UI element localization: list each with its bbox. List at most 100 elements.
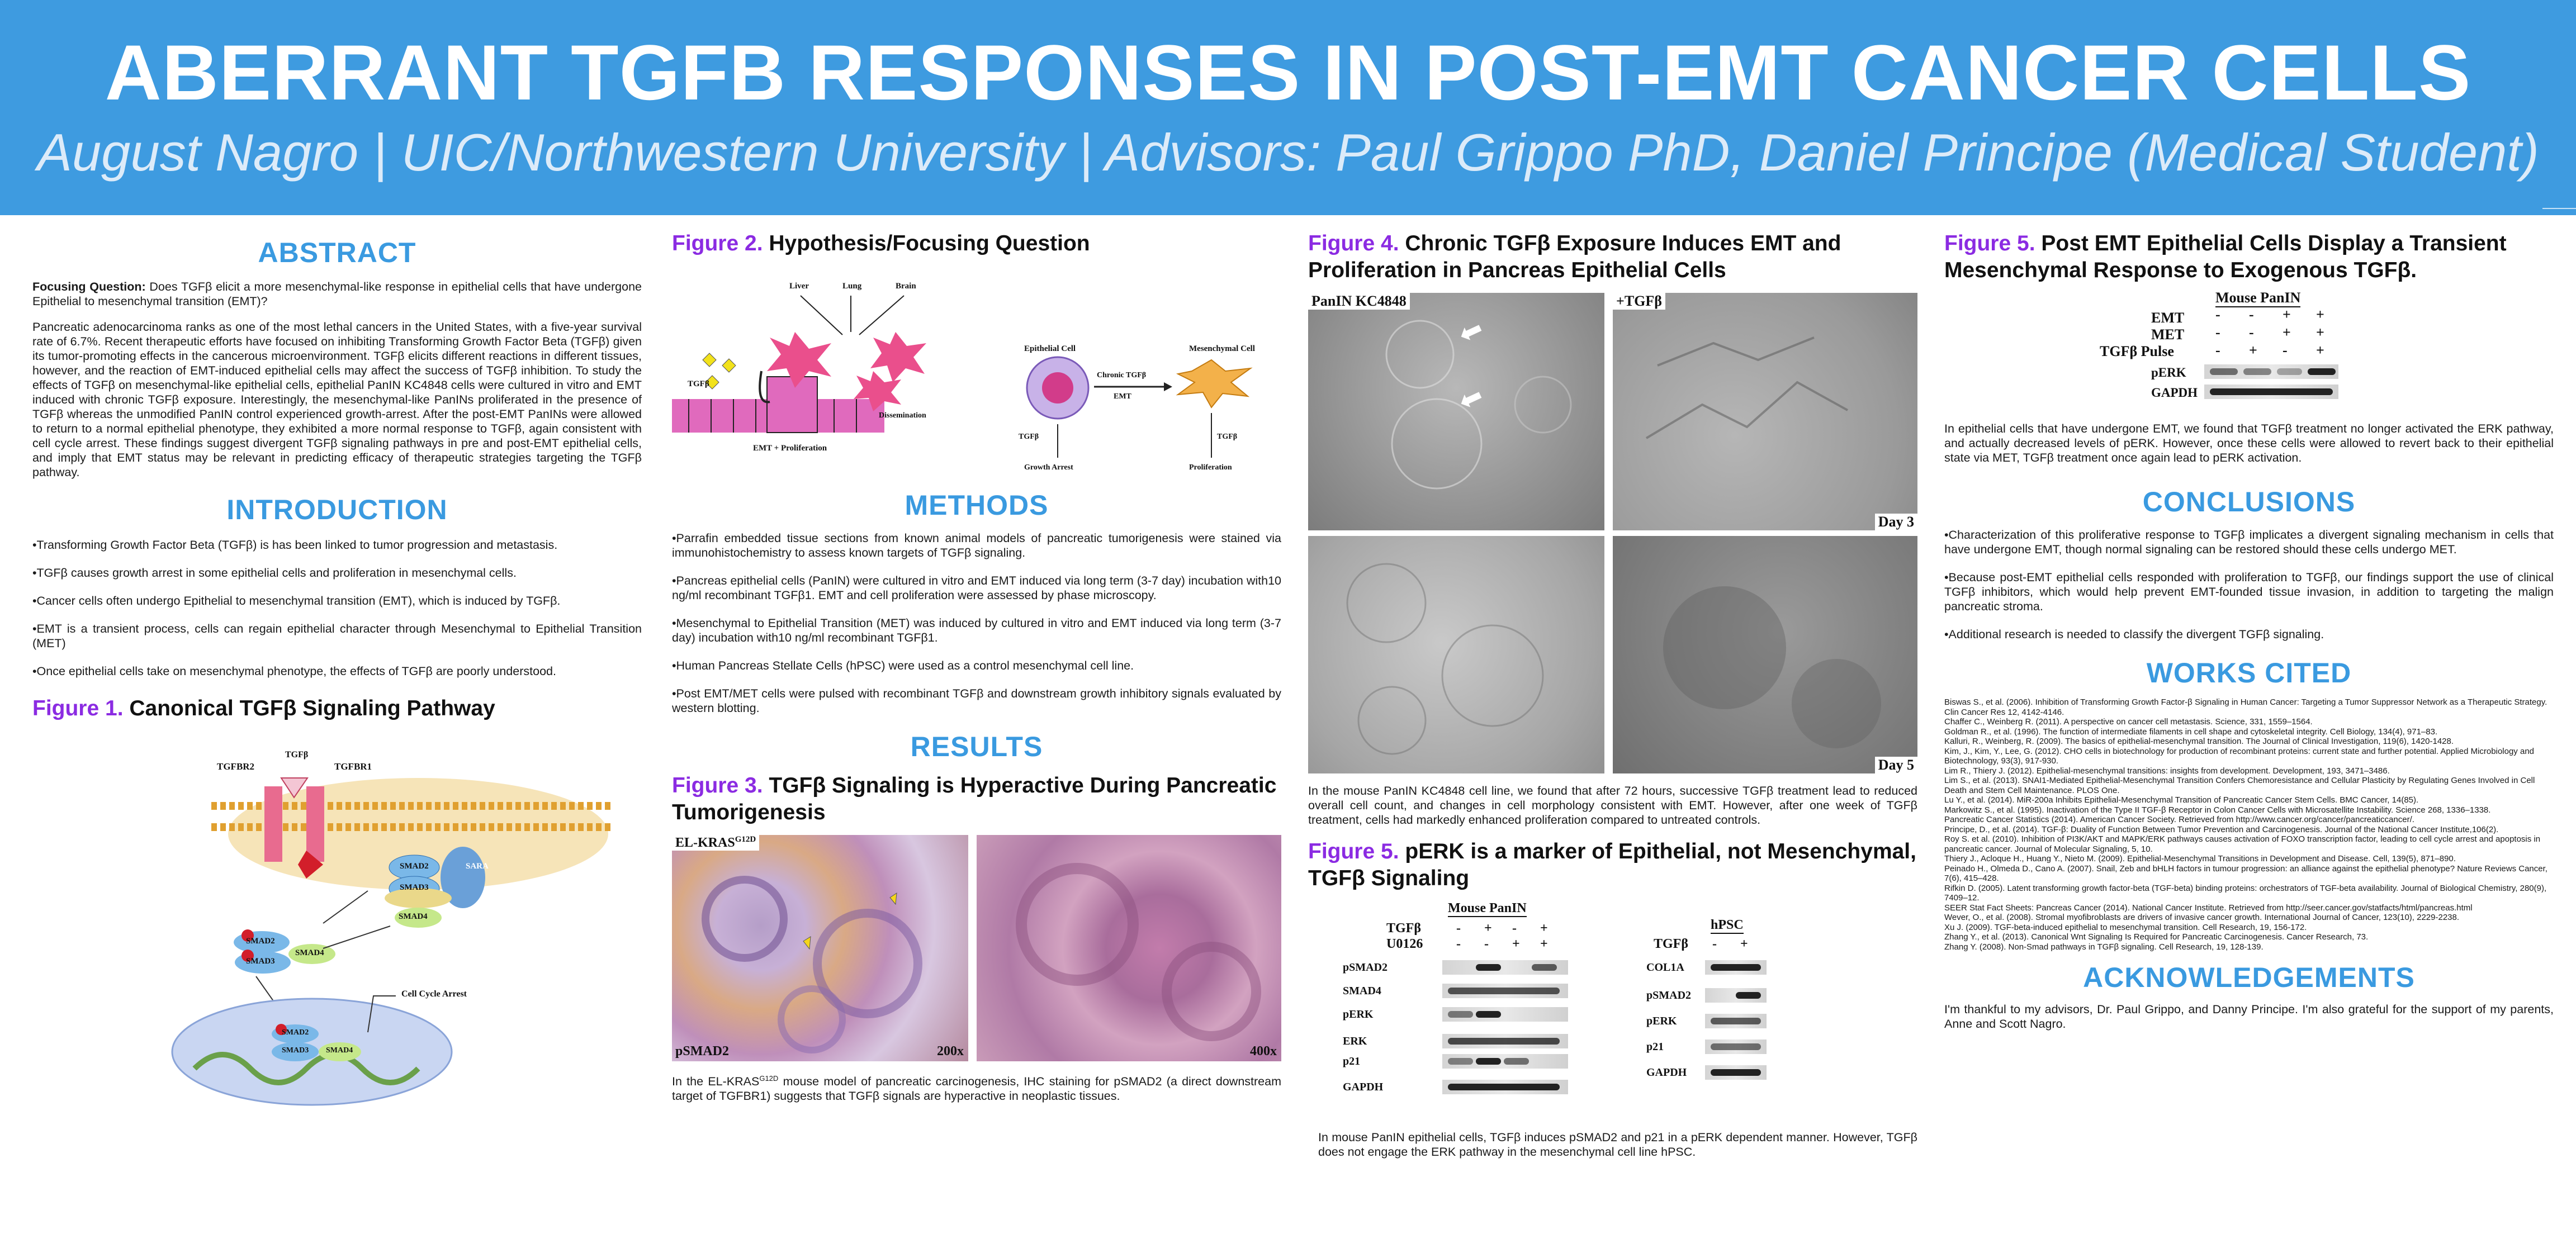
epithelium-cells [688, 399, 857, 433]
references-list: Biswas S., et al. (2006). Inhibition of … [1944, 697, 2554, 952]
reference-item: Pancreatic Cancer Statistics (2014). Ame… [1944, 815, 2414, 824]
column-1: ABSTRACT Focusing Question: Does TGFβ el… [32, 229, 642, 1224]
results-heading: RESULTS [910, 731, 1043, 762]
tgfb-day5-image: Day 5 [1613, 536, 1917, 773]
blot-gapdh [1442, 1080, 1568, 1094]
figure5b-caption: In epithelial cells that have undergone … [1944, 422, 2554, 464]
smad3-nucleus-label: SMAD3 [282, 1046, 309, 1055]
phospho-dot [242, 950, 254, 962]
arrow-brain [859, 295, 905, 335]
conclusion-bullet: •Because post-EMT epithelial cells respo… [1944, 571, 2554, 613]
figure3-title: Figure 3. TGFβ Signaling is Hyperactive … [672, 772, 1281, 826]
intro-bullet: •Cancer cells often undergo Epithelial t… [32, 594, 561, 607]
model-label-text: EL-KRAS [675, 836, 735, 850]
figure3-images: EL-KRASG12D pSMAD2 200x 400x [672, 835, 1281, 1061]
intro-bullet: •TGFβ causes growth arrest in some epith… [32, 566, 517, 580]
sign: - [2215, 342, 2220, 358]
figure4-label: Figure 4. [1308, 231, 1399, 255]
cells-texture [1663, 586, 1881, 748]
blot-p21 [1442, 1054, 1568, 1069]
tgfb-arrow [759, 371, 770, 404]
smad4-label: SMAD4 [399, 912, 428, 921]
row-label: ERK [1343, 1035, 1367, 1047]
ihc-200x-texture [702, 876, 922, 1053]
methods-heading: METHODS [905, 490, 1049, 521]
figure5a-caption: In mouse PanIN epithelial cells, TGFβ in… [1318, 1131, 1917, 1159]
figure5a-title-text: pERK is a marker of Epithelial, not Mese… [1308, 839, 1916, 890]
sign: - [1712, 937, 1717, 951]
smad3-free-label: SMAD3 [246, 957, 275, 966]
reference-item: Wever, O., et al. (2008). Stromal myofib… [1944, 913, 2460, 922]
row-label: p21 [1343, 1055, 1361, 1067]
tgfbr1-label: TGFBR1 [334, 761, 372, 772]
works-cited-heading: WORKS CITED [2146, 657, 2352, 689]
methods-bullet: •Human Pancreas Stellate Cells (hPSC) we… [672, 659, 1134, 672]
poster-subtitle: August Nagro | UIC/Northwestern Universi… [37, 123, 2539, 182]
abstract-body: Pancreatic adenocarcinoma ranks as one o… [32, 320, 642, 479]
arrow-1 [323, 890, 368, 924]
smad4-free [288, 944, 335, 964]
epithelial-nucleus [1042, 372, 1073, 404]
stain-label: pSMAD2 [675, 1044, 730, 1059]
blot-hpsc-p21 [1705, 1040, 1767, 1054]
smad4-outer [395, 908, 442, 928]
figure2-label: Figure 2. [672, 231, 763, 255]
blot-5b-perk [2204, 364, 2338, 379]
reference-item: Roy S. et al. (2010). Inhibition of PI3K… [1944, 834, 2541, 854]
sign: - [1456, 937, 1461, 951]
tgfbr2-receptor [264, 786, 282, 862]
reference-item: Thiery J., Acloque H., Huang Y., Nieto M… [1944, 854, 2456, 863]
met-treatment-label: MET [2151, 326, 2185, 343]
row-label: pERK [2151, 366, 2186, 379]
ihc-400x-image: 400x [977, 835, 1281, 1061]
methods-bullet: •Post EMT/MET cells were pulsed with rec… [672, 687, 1281, 715]
ihc-200x-image: EL-KRASG12D pSMAD2 200x [672, 835, 968, 1061]
figure4-title: Figure 4. Chronic TGFβ Exposure Induces … [1308, 230, 1917, 284]
figure4-caption: In the mouse PanIN KC4848 cell line, we … [1308, 784, 1917, 827]
phospho-dot [276, 1024, 287, 1035]
hpsc-tgfb-label: TGFβ [1654, 937, 1688, 951]
chronic-tgfb-label: Chronic TGFβ [1097, 371, 1147, 379]
caption-sup: G12D [759, 1074, 779, 1083]
reference-item: Peinado H., Olmeda D., Cano A. (2007). S… [1944, 863, 2547, 884]
sign: + [1740, 937, 1748, 951]
sign: - [1456, 921, 1461, 936]
methods-bullet: •Mesenchymal to Epithelial Transition (M… [672, 616, 1281, 644]
mesenchymal-cell-label: Mesenchymal Cell [1189, 344, 1255, 353]
tgfb-left-label: TGFβ [1019, 433, 1039, 441]
figure2-diagram: Liver Lung Brain TGFβ Dissemination EMT … [672, 265, 1281, 483]
smad3-nucleus [272, 1042, 319, 1061]
reference-item: Kim, J., Kim, Y., Lee, G. (2012). CHO ce… [1944, 746, 2535, 766]
blot-col1a [1705, 960, 1767, 975]
acknowledgements-text: I'm thankful to my advisors, Dr. Paul Gr… [1944, 1003, 2554, 1031]
phospho-dot [242, 929, 254, 942]
row-label: pERK [1343, 1008, 1374, 1021]
poster-title: ABERRANT TGFB RESPONSES IN POST-EMT CANC… [105, 29, 2471, 116]
figure5a-title: Figure 5. pERK is a marker of Epithelial… [1308, 838, 1917, 892]
figure5b-label: Figure 5. [1944, 231, 2035, 255]
mag-400x-label: 400x [1250, 1044, 1277, 1059]
row-label: p21 [1646, 1041, 1664, 1053]
lung-label: Lung [842, 282, 862, 291]
proliferation-label: Proliferation [1189, 463, 1232, 472]
focus-question: Focusing Question: Does TGFβ elicit a mo… [32, 279, 642, 308]
figure3-label: Figure 3. [672, 773, 763, 798]
tgfb-diamond [722, 358, 736, 373]
smad2-free-label: SMAD2 [246, 937, 275, 946]
row-label: pSMAD2 [1343, 961, 1388, 974]
caption-post: mouse model of pancreatic carcinogenesis… [672, 1075, 1281, 1103]
figure2-title-text: Hypothesis/Focusing Question [763, 231, 1090, 255]
methods-list: •Parrafin embedded tissue sections from … [672, 531, 1281, 715]
blot-hpsc-perk [1705, 1014, 1767, 1028]
sign: + [2316, 306, 2324, 322]
tgfb-day3-image: +TGFβ Day 3 [1613, 293, 1917, 530]
sign: - [2249, 306, 2254, 322]
tgfb-label: TGFβ [285, 750, 309, 760]
control-day3-image: PanIN KC4848 ⬅ ⬅ [1308, 293, 1604, 530]
blot-5b-gapdh [2204, 385, 2338, 399]
row-label: GAPDH [1343, 1081, 1384, 1093]
model-label: EL-KRASG12D [672, 835, 760, 851]
sara-bubble [441, 847, 485, 908]
reference-item: Zhang Y., et al. (2013). Canonical Wnt S… [1944, 932, 2369, 942]
pulse-treatment-label: TGFβ Pulse [2100, 343, 2174, 359]
